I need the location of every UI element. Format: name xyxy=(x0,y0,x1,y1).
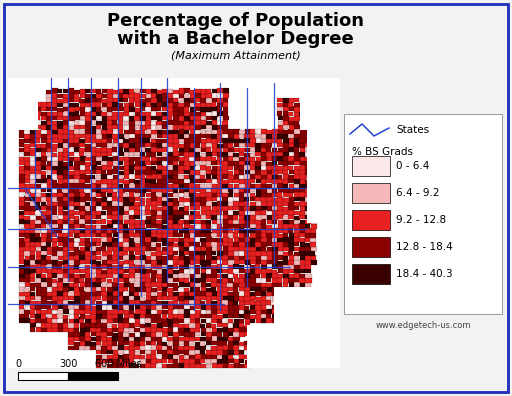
Text: 18.4 - 40.3: 18.4 - 40.3 xyxy=(396,269,453,279)
Bar xyxy=(352,210,390,230)
Text: (Maximum Attainment): (Maximum Attainment) xyxy=(170,50,301,60)
Text: % BS Grads: % BS Grads xyxy=(352,147,413,157)
Text: 12.8 - 18.4: 12.8 - 18.4 xyxy=(396,242,453,252)
Bar xyxy=(352,264,390,284)
Text: 600 Miles: 600 Miles xyxy=(95,359,141,369)
Bar xyxy=(68,372,118,380)
Bar xyxy=(8,78,340,368)
Bar xyxy=(273,287,340,368)
Bar xyxy=(18,372,68,380)
Text: 300: 300 xyxy=(59,359,77,369)
Text: 6.4 - 9.2: 6.4 - 9.2 xyxy=(396,188,439,198)
Bar xyxy=(344,114,502,314)
Bar xyxy=(8,78,38,130)
Text: States: States xyxy=(396,125,429,135)
Text: 0: 0 xyxy=(15,359,21,369)
Text: Percentage of Population: Percentage of Population xyxy=(107,12,364,30)
Bar xyxy=(352,156,390,176)
Bar xyxy=(307,130,340,223)
Bar xyxy=(352,183,390,203)
Bar xyxy=(8,339,31,368)
Bar xyxy=(300,78,340,130)
Bar xyxy=(8,78,340,368)
Bar xyxy=(352,237,390,257)
Text: 9.2 - 12.8: 9.2 - 12.8 xyxy=(396,215,446,225)
Text: with a Bachelor Degree: with a Bachelor Degree xyxy=(117,30,354,48)
Text: 0 - 6.4: 0 - 6.4 xyxy=(396,161,430,171)
Text: www.edgetech-us.com: www.edgetech-us.com xyxy=(375,322,471,331)
Bar xyxy=(247,324,340,368)
